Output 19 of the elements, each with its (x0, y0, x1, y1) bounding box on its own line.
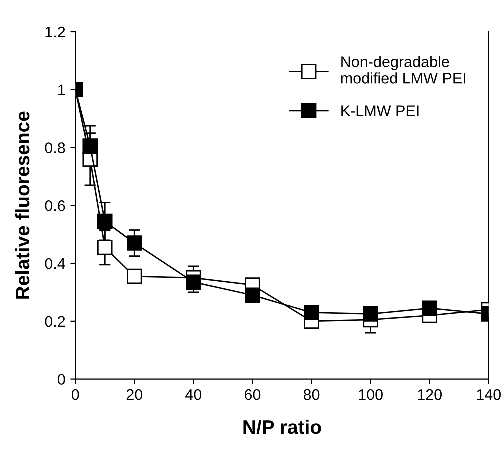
x-tick-label: 140 (477, 389, 502, 400)
y-tick-label: 0.4 (45, 258, 66, 270)
x-tick-label: 0 (72, 389, 80, 400)
x-tick-label: 80 (304, 389, 320, 400)
y-tick-label: 0.8 (45, 142, 66, 154)
y-tick-label: 0 (58, 374, 66, 385)
legend-label: Non-degradable modified LMW PEI (341, 56, 466, 84)
y-tick-label: 1 (58, 84, 66, 96)
x-tick-label: 40 (186, 389, 202, 400)
y-axis-title: Relative fluoresence (15, 112, 30, 299)
x-tick-label: 100 (359, 389, 383, 400)
x-axis-title: N/P ratio (244, 420, 322, 434)
y-tick-label: 0.6 (45, 200, 66, 212)
x-tick-label: 120 (418, 389, 442, 400)
x-tick-label: 20 (126, 389, 143, 400)
y-tick-label: 0.2 (45, 316, 66, 328)
y-tick-label: 1.2 (46, 26, 66, 38)
legend-label: K-LMW PEI (342, 106, 419, 116)
x-tick-label: 60 (245, 389, 261, 400)
